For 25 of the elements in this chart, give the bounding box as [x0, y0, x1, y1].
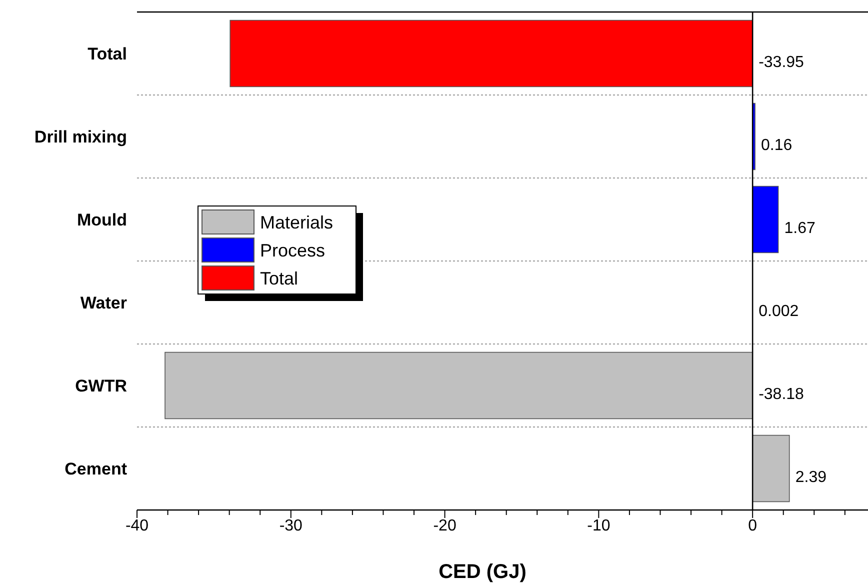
bar: [752, 434, 790, 502]
legend-label: Materials: [260, 212, 334, 232]
data-label: 0.16: [761, 137, 792, 154]
legend-label: Total: [260, 268, 298, 288]
data-label: 2.39: [795, 469, 827, 486]
x-tick-label: -20: [433, 517, 456, 534]
data-label: -38.18: [758, 386, 804, 404]
x-tick-label: -10: [587, 517, 610, 534]
legend-label: Process: [260, 240, 326, 260]
data-label: 1.67: [784, 220, 816, 238]
x-axis-title: CED (GJ): [438, 561, 526, 583]
y-tick-label: Total: [88, 44, 127, 64]
bar: [230, 20, 753, 88]
y-tick-label: Drill mixing: [34, 127, 127, 146]
x-tick-label: -40: [125, 517, 149, 534]
bar: [752, 186, 779, 254]
x-tick-label: -30: [279, 517, 303, 534]
y-tick-label: Mould: [76, 210, 127, 230]
y-tick-label: GWTR: [75, 376, 127, 396]
x-tick-label: 0: [748, 517, 758, 534]
data-label: -33.95: [758, 54, 804, 72]
data-label: 0.002: [758, 303, 799, 320]
y-tick-label: Water: [80, 293, 128, 312]
bar: [164, 352, 753, 420]
y-tick-label: Cement: [64, 459, 128, 478]
